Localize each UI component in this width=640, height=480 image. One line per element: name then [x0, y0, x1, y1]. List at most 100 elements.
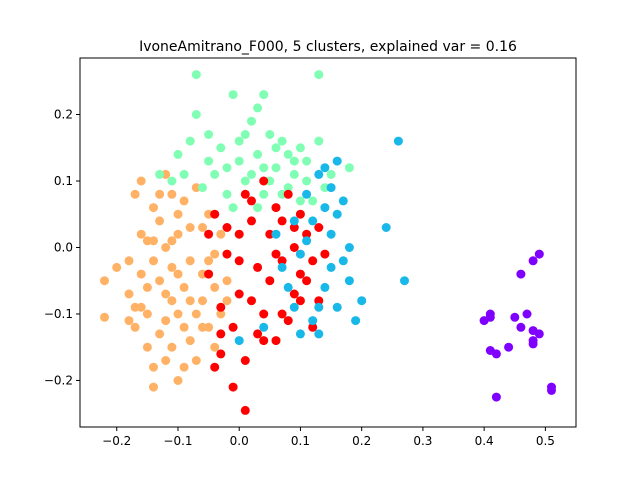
scatter-point — [155, 329, 165, 339]
chart-title: IvoneAmitrano_F000, 5 clusters, explaine… — [139, 39, 517, 55]
scatter-point — [277, 309, 287, 319]
scatter-point — [210, 169, 220, 179]
y-tick-label: −0.2 — [44, 373, 73, 387]
scatter-point — [344, 243, 354, 252]
scatter-point — [204, 269, 214, 279]
scatter-point — [314, 169, 324, 179]
scatter-point — [357, 296, 367, 306]
scatter-point — [326, 169, 336, 179]
scatter-point — [247, 296, 256, 306]
scatter-point — [149, 382, 158, 392]
scatter-point — [173, 309, 183, 319]
scatter-point — [191, 183, 201, 193]
scatter-point — [161, 356, 171, 365]
scatter-point — [259, 309, 269, 319]
scatter-point — [283, 316, 293, 326]
scatter-point — [240, 405, 250, 415]
y-tick-label: 0.0 — [54, 240, 73, 254]
scatter-point — [191, 309, 201, 319]
scatter-point — [179, 322, 189, 332]
scatter-point — [167, 262, 177, 272]
scatter-point — [289, 156, 299, 166]
scatter-point — [167, 342, 177, 352]
scatter-point — [130, 322, 140, 332]
scatter-point — [222, 296, 232, 306]
scatter-point — [271, 143, 281, 153]
scatter-point — [381, 223, 391, 232]
scatter-point — [259, 336, 269, 346]
scatter-point — [485, 346, 495, 355]
scatter-point — [295, 143, 305, 153]
scatter-point — [326, 183, 336, 193]
scatter-point — [289, 243, 299, 252]
scatter-point — [289, 216, 299, 226]
scatter-point — [308, 196, 318, 206]
scatter-point — [522, 309, 532, 319]
scatter-point — [320, 249, 330, 259]
scatter-point — [179, 169, 189, 179]
scatter-point — [547, 385, 556, 395]
scatter-point — [504, 342, 514, 352]
scatter-point — [204, 256, 214, 266]
scatter-point — [142, 282, 152, 292]
scatter-point — [228, 90, 238, 100]
scatter-point — [191, 110, 201, 119]
scatter-point — [155, 189, 165, 199]
scatter-point — [149, 236, 158, 246]
scatter-point — [295, 209, 305, 219]
scatter-point — [234, 336, 244, 346]
x-tick-label: 0.2 — [352, 434, 371, 448]
scatter-point — [204, 130, 214, 139]
scatter-point — [234, 136, 244, 146]
scatter-point — [142, 309, 152, 319]
scatter-point — [308, 216, 318, 226]
scatter-point — [228, 322, 238, 332]
scatter-point — [210, 209, 220, 219]
scatter-point — [179, 282, 189, 292]
x-tick-label: −0.2 — [102, 434, 131, 448]
scatter-point — [308, 322, 318, 332]
scatter-point — [216, 329, 226, 339]
scatter-point — [124, 316, 134, 326]
scatter-point — [302, 276, 312, 286]
scatter-point — [112, 262, 122, 272]
scatter-point — [124, 289, 134, 299]
scatter-point — [136, 229, 146, 239]
scatter-point — [351, 316, 361, 326]
scatter-point — [161, 289, 171, 299]
scatter-point — [191, 70, 201, 80]
scatter-point — [222, 189, 232, 199]
scatter-point — [216, 309, 226, 319]
scatter-point — [216, 349, 226, 359]
scatter-point — [393, 136, 403, 146]
scatter-point — [173, 209, 183, 219]
scatter-point — [173, 229, 183, 239]
scatter-point — [136, 269, 146, 279]
scatter-point — [247, 216, 256, 226]
scatter-point — [338, 256, 348, 266]
x-tick-label: 0.1 — [291, 434, 310, 448]
scatter-point — [136, 176, 146, 186]
scatter-point — [283, 149, 293, 159]
scatter-point — [289, 169, 299, 179]
scatter-point — [210, 362, 220, 372]
scatter-point — [289, 302, 299, 312]
scatter-point — [222, 249, 232, 259]
scatter-point — [314, 302, 324, 312]
scatter-point — [332, 302, 342, 312]
scatter-point — [130, 302, 140, 312]
scatter-point — [185, 256, 195, 266]
scatter-point — [124, 256, 134, 266]
scatter-point — [167, 236, 177, 246]
points-layer — [100, 70, 556, 415]
scatter-point — [228, 382, 238, 392]
scatter-point — [240, 176, 250, 186]
scatter-point — [332, 209, 342, 219]
scatter-point — [185, 336, 195, 346]
scatter-point — [314, 70, 324, 80]
scatter-point — [314, 329, 324, 339]
scatter-point — [240, 130, 250, 139]
scatter-point — [149, 362, 158, 372]
scatter-point — [259, 90, 269, 100]
scatter-point — [173, 149, 183, 159]
